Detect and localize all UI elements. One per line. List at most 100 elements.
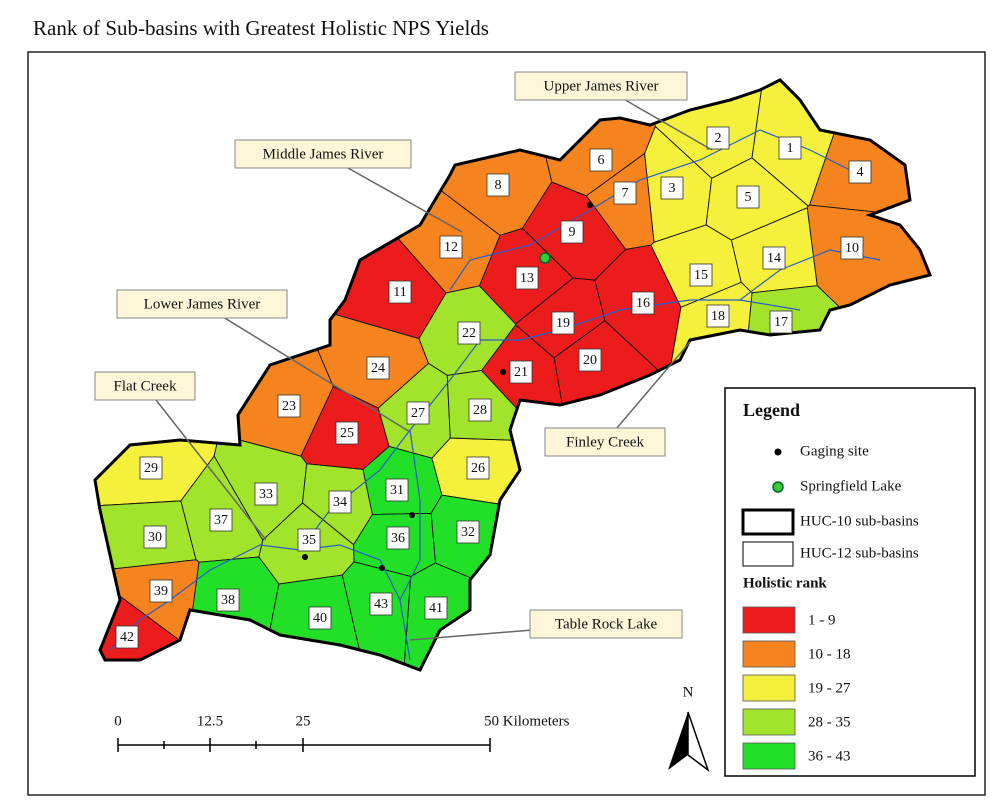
legend-label: 1 - 9 (808, 612, 836, 628)
legend-symbol (742, 541, 794, 567)
basin-label: 42 (120, 630, 134, 645)
basin-label-box (706, 304, 730, 328)
basin-label: 34 (333, 495, 347, 510)
basin-label: 36 (391, 531, 405, 546)
basin-label: 24 (371, 361, 385, 376)
basin-label-box (254, 482, 278, 506)
basin-label-box (468, 398, 492, 422)
basin-label: 9 (569, 225, 576, 240)
gaging-site (500, 369, 506, 375)
basin-label: 7 (622, 186, 629, 201)
callout-leader (604, 341, 691, 443)
legend-label: 28 - 35 (808, 714, 851, 730)
basin-label-box (308, 606, 332, 630)
legend-label: HUC-12 sub-basins (800, 545, 919, 561)
basin-label: 30 (148, 530, 162, 545)
basin-label-box (515, 266, 539, 290)
basin-label-box (115, 625, 139, 649)
basin-label: 8 (495, 178, 502, 193)
basin-label: 31 (390, 483, 404, 498)
basin-label: 43 (374, 597, 388, 612)
basin-label: 10 (845, 241, 859, 256)
basin-label: 37 (214, 513, 228, 528)
callout-label: Table Rock Lake (555, 616, 658, 632)
basin-label: 41 (429, 601, 443, 616)
legend-label: 10 - 18 (808, 646, 851, 662)
basin-label: 29 (144, 461, 158, 476)
basin-label-box (848, 160, 872, 184)
river (299, 299, 801, 551)
callout-label: Middle James River (263, 146, 384, 162)
scale-label: 50 Kilometers (484, 713, 570, 729)
legend-label: 19 - 27 (808, 680, 851, 696)
basin-label-box (143, 525, 167, 549)
legend-swatch (742, 742, 796, 770)
legend-swatch (742, 640, 796, 668)
basin-label-box (551, 311, 575, 335)
callout-label: Finley Creek (566, 434, 644, 450)
basin-label: 14 (767, 251, 781, 266)
callout-label: Upper James River (544, 78, 659, 94)
scale-label: 12.5 (197, 713, 223, 729)
scale-bar (117, 738, 491, 752)
callout-box (94, 371, 196, 401)
legend-subtitle: Holistic rank (743, 575, 827, 591)
basin-label: 32 (461, 525, 475, 540)
basin-label: 40 (313, 611, 327, 626)
basin-label-box (149, 579, 173, 603)
basin-label-box (385, 478, 409, 502)
basin-label-box (560, 220, 584, 244)
basin-label-box (277, 394, 301, 418)
basin-label-box (706, 126, 730, 150)
basin-label: 27 (411, 406, 425, 421)
callout-box (514, 71, 688, 101)
basin-label: 2 (715, 131, 722, 146)
basin-label: 15 (694, 268, 708, 283)
basin-label-box (216, 588, 240, 612)
basin-label: 16 (636, 296, 650, 311)
legend-title: Legend (743, 400, 800, 420)
basin-label-box (778, 136, 802, 160)
legend-swatch (742, 674, 796, 702)
basin-label-box (366, 356, 390, 380)
legend-symbol (774, 448, 782, 456)
north-arrow (668, 712, 688, 770)
basin-label: 23 (282, 399, 296, 414)
basin-label: 28 (473, 403, 487, 418)
basin-label: 35 (302, 533, 316, 548)
callout-box (529, 609, 683, 639)
callout-box (234, 139, 412, 169)
basin-label: 26 (471, 461, 485, 476)
basin-label-box (466, 456, 490, 480)
basin-label: 18 (711, 309, 725, 324)
basin-label: 38 (221, 593, 235, 608)
legend-label: Springfield Lake (800, 478, 902, 494)
north-arrow (687, 711, 710, 773)
river (109, 544, 411, 661)
basin-label-box (456, 520, 480, 544)
legend-symbol (741, 508, 795, 536)
basin-label-box (613, 181, 637, 205)
gaging-site (587, 202, 593, 208)
gaging-site (409, 512, 415, 518)
basin-label-box (486, 173, 510, 197)
rivers (109, 129, 881, 661)
basin-label-box (209, 508, 233, 532)
basin-label-box (328, 490, 352, 514)
basin-label-box (509, 360, 533, 384)
map-title: Rank of Sub-basins with Greatest Holisti… (33, 16, 489, 40)
scale-label: 25 (296, 713, 311, 729)
callout-box (544, 427, 666, 457)
river (399, 429, 421, 601)
legend-swatch (742, 606, 796, 634)
basin-label: 11 (393, 285, 406, 300)
basin-label-box (297, 528, 321, 552)
gaging-site (379, 565, 385, 571)
callout-label: Lower James River (144, 296, 261, 312)
callout-leader (201, 303, 411, 433)
basin-label-box (439, 235, 463, 259)
springfield-lake (539, 252, 551, 264)
basin-label-box (386, 526, 410, 550)
basin-label-box (424, 596, 448, 620)
